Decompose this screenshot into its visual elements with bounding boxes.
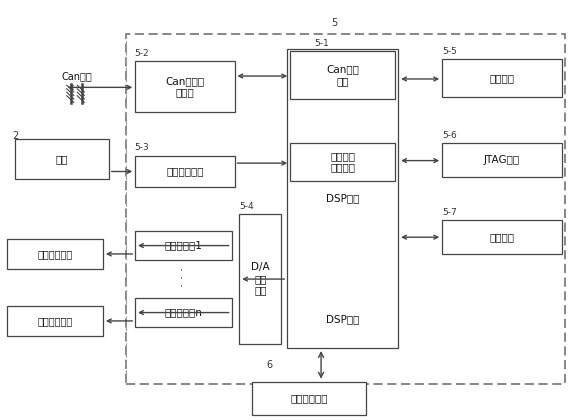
Bar xyxy=(15,139,109,178)
Bar xyxy=(252,382,366,415)
Text: 5-5: 5-5 xyxy=(442,47,457,56)
Bar xyxy=(442,59,562,97)
Text: 供电电路: 供电电路 xyxy=(489,73,515,83)
Bar xyxy=(290,143,396,181)
Text: 网络通信模块: 网络通信模块 xyxy=(290,394,328,403)
Text: D/A
转换
电路: D/A 转换 电路 xyxy=(251,262,270,296)
Text: · · ·: · · · xyxy=(177,267,190,287)
Text: DSP芯片: DSP芯片 xyxy=(326,194,359,203)
Bar xyxy=(135,155,234,187)
Bar xyxy=(135,298,231,327)
Text: 模拟量输出1: 模拟量输出1 xyxy=(165,241,202,251)
Text: 5-7: 5-7 xyxy=(442,208,457,217)
Text: 5-3: 5-3 xyxy=(134,143,149,152)
Text: 模拟量输出n: 模拟量输出n xyxy=(165,307,202,318)
Bar xyxy=(442,220,562,254)
Text: 5-6: 5-6 xyxy=(442,131,457,140)
Bar xyxy=(6,306,103,336)
Bar xyxy=(135,61,234,112)
Text: 时钟电路: 时钟电路 xyxy=(489,232,515,242)
Bar xyxy=(442,143,562,176)
Bar xyxy=(287,49,398,348)
Text: DSP芯片: DSP芯片 xyxy=(326,314,359,324)
Text: Can接口
电路: Can接口 电路 xyxy=(326,64,359,86)
Text: 5-2: 5-2 xyxy=(134,49,149,58)
Bar xyxy=(290,51,396,99)
Text: 电机驱动模块: 电机驱动模块 xyxy=(37,316,73,326)
Text: 2: 2 xyxy=(12,131,19,141)
Bar xyxy=(127,34,565,384)
Text: 5-4: 5-4 xyxy=(239,202,254,211)
Text: 码盘接口电路: 码盘接口电路 xyxy=(166,166,203,176)
Bar xyxy=(239,214,281,344)
Bar xyxy=(135,231,231,260)
Text: 正交码盘
接口电路: 正交码盘 接口电路 xyxy=(330,151,355,173)
Text: JTAG接口: JTAG接口 xyxy=(484,155,520,165)
Text: 滚筒: 滚筒 xyxy=(56,154,69,164)
Bar xyxy=(6,239,103,269)
Text: 6: 6 xyxy=(267,360,273,370)
Text: 5: 5 xyxy=(331,18,337,28)
Text: 5-1: 5-1 xyxy=(315,39,329,47)
Text: 电机驱动模块: 电机驱动模块 xyxy=(37,249,73,259)
Text: Can总线驱
动电路: Can总线驱 动电路 xyxy=(165,76,205,97)
Text: Can总线: Can总线 xyxy=(62,71,92,81)
